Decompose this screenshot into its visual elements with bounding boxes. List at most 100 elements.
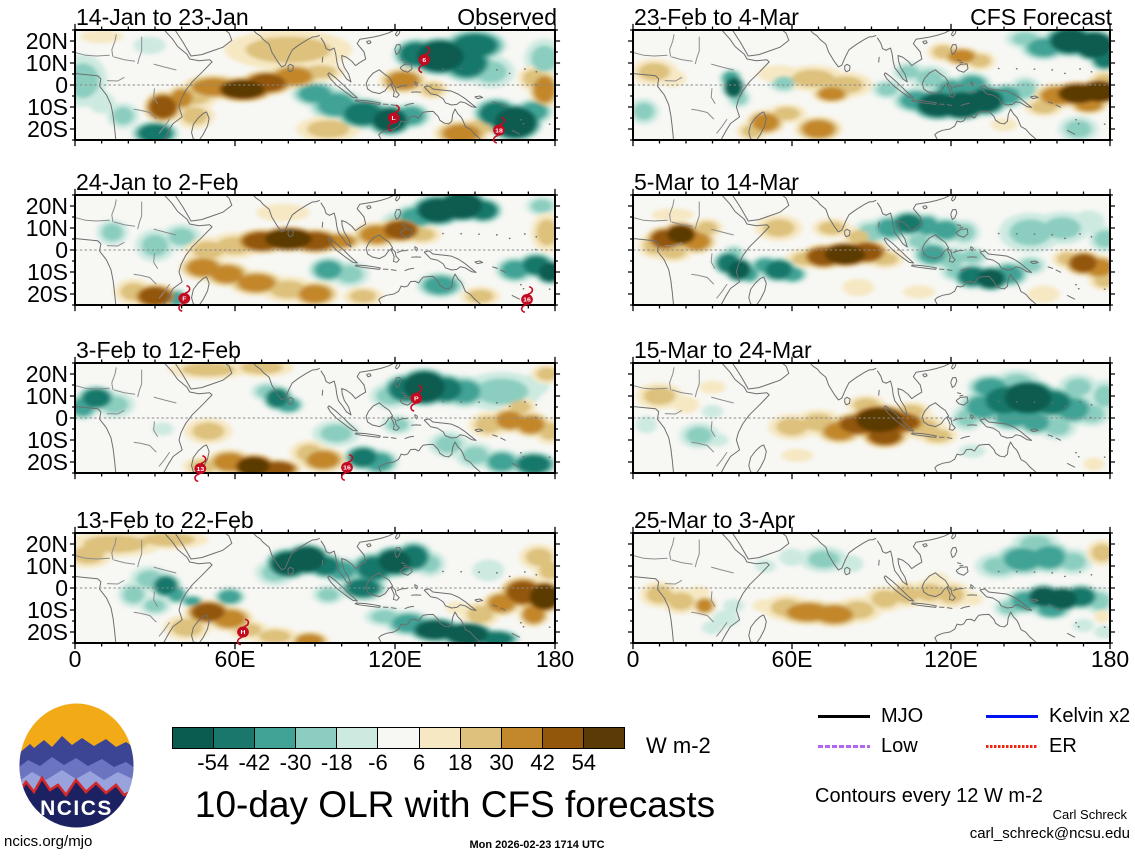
colorbar-segment [541,728,583,748]
x-axis-tick-label: 180 [535,646,575,672]
x-axis-tick-label: 60E [771,646,813,672]
axis-ticks [628,24,1115,146]
panel-frame [633,533,1110,643]
colorbar-segment [254,728,296,748]
panel-title: 13-Feb to 22-Feb [76,507,254,533]
y-axis-tick-label: 10S [27,597,68,623]
legend-line [818,714,870,718]
y-axis-tick-label: 0 [55,575,68,601]
y-axis-tick-label: 10N [25,553,68,579]
colorbar-tick-label: 6 [412,750,426,775]
footer-url: ncics.org/mjo [4,833,93,850]
map-panel: 23-Feb to 4-Mar CFS Forecast [633,4,1110,140]
ncics-logo: NCICS [19,703,134,828]
legend-item: Kelvin x2 [986,703,1135,729]
y-axis-tick-label: 20S [27,449,68,475]
y-axis-tick-label: 0 [55,72,68,98]
x-axis-tick-label: 0 [68,646,82,672]
anomaly-shading [75,363,555,473]
y-axis-tick-label: 0 [55,405,68,431]
wave-legend: MJO Kelvin x2 Low ER [818,703,1135,759]
map-svg [633,30,1110,140]
credit-email: carl_schreck@ncsu.edu [969,825,1130,842]
anomaly-shading [75,30,555,140]
anomaly-shading [638,208,1110,303]
coastlines [75,533,551,643]
map-panel: 5-Mar to 14-Mar [633,169,1110,305]
cyclone-label: 6 [422,57,426,63]
x-axis-tick-label: 0 [626,646,640,672]
axis-ticks [628,357,1115,479]
coastlines [633,30,1106,140]
map-svg [633,533,1110,643]
colorbar-tick-label: -42 [238,750,271,775]
y-axis-tick-label: 10N [25,215,68,241]
colorbar-tick-label: -54 [197,750,230,775]
y-axis-tick-label: 10N [25,50,68,76]
y-axis-tick-label: 10S [27,427,68,453]
panel-frame [633,30,1110,140]
colorbar-tick-label: 18 [448,750,473,775]
colorbar-segment [213,728,255,748]
colorbar-tick-label: 54 [571,750,597,775]
colorbar-segment [418,728,460,748]
map-svg: P 13 16 [75,363,555,473]
credit-name: Carl Schreck [1052,807,1127,822]
map-panel: 24-Jan to 2-Feb 20N 10N 0 10S 20S F 16 [26,169,555,305]
panel-tag: Observed [457,4,557,30]
axis-ticks [70,24,560,146]
anomaly-shading [96,195,555,305]
panel-frame [75,195,555,305]
colorbar-segment [377,728,419,748]
anomaly-shading [639,533,1110,639]
panel-title: 24-Jan to 2-Feb [76,169,239,195]
legend-label: Low [881,734,918,757]
map-panel: 13-Feb to 22-Feb 20N 10N 0 10S 20S 0 60E 120E 180… [26,507,574,672]
x-axis-tick-label: 120E [924,646,978,672]
axis-ticks [70,527,560,649]
colorbar-tick-label: -18 [320,750,353,775]
panel-title: 3-Feb to 12-Feb [76,337,241,363]
legend-line [986,714,1038,718]
y-axis-tick-label: 0 [55,237,68,263]
panel-frame [633,195,1110,305]
cyclone-label: 16 [343,465,351,471]
panel-frame [75,533,555,643]
panel-tag: CFS Forecast [970,4,1112,30]
cyclone-marker: L [388,105,400,131]
coastlines [633,195,1106,305]
cyclone-marker: 13 [194,456,206,482]
x-axis-tick-label: 60E [214,646,256,672]
logo-base [19,778,134,828]
axis-ticks [70,189,560,311]
x-axis-tick-label: 120E [368,646,422,672]
colorbar-tick-label: -30 [279,750,312,775]
panel-frame [633,363,1110,473]
colorbar-segment [582,728,625,748]
cyclone-marker: 16 [341,455,353,481]
y-axis-tick-label: 10S [27,259,68,285]
coastlines [633,363,1106,473]
x-axis-tick-label: 180 [1090,646,1130,672]
map-panel: 3-Feb to 12-Feb 20N 10N 0 10S 20S P 13 16 [26,337,555,473]
axis-ticks [628,189,1115,311]
footer-timestamp: Mon 2026-02-23 1714 UTC [469,839,605,851]
legend-item: ER [986,733,1135,759]
colorbar-tick-label: 30 [489,750,514,775]
cyclone-marker: P [410,385,422,411]
map-panel: 15-Mar to 24-Mar [633,337,1110,473]
legend-item: MJO [818,703,986,729]
cyclone-marker: 18 [493,117,505,143]
legend-label: Kelvin x2 [1049,704,1131,727]
logo-red-line [19,775,134,798]
legend-line [986,744,1038,748]
cyclone-label: L [392,116,396,122]
panel-frame [75,30,555,140]
cyclone-marker: 16 [521,287,533,313]
colorbar-tick-label: -6 [368,750,388,775]
y-axis-tick-label: 20S [27,116,68,142]
cyclone-label: 13 [196,466,204,472]
colorbar-tick-label: 42 [530,750,555,775]
axis-ticks [628,527,1115,649]
colorbar-segment [500,728,542,748]
